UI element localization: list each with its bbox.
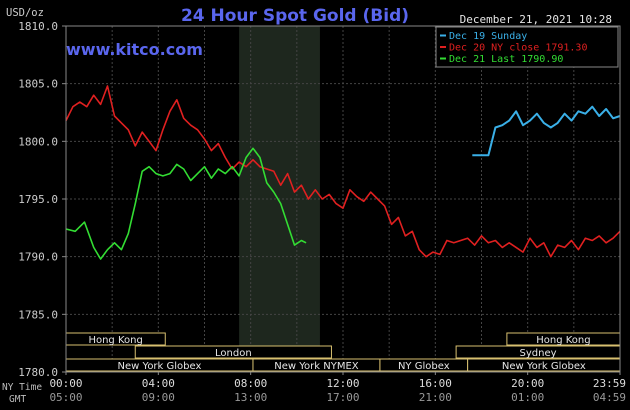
x-tick-label-gmt: 21:00 [419,391,452,404]
session-box: New York Globex [65,358,254,372]
y-tick-label: 1795.0 [18,193,58,206]
x-tick-label-gmt: 05:00 [49,391,82,404]
session-box: London [134,345,332,359]
x-tick-label-ny: 20:00 [511,377,544,390]
y-axis-ticks: 1810.0 1805.0 1800.0 1795.0 1790.0 1785.0 1780… [18,20,66,379]
x-tick-label-gmt: 09:00 [142,391,175,404]
y-tick-label: 1790.0 [18,251,58,264]
y-tick-label: 1805.0 [18,78,58,91]
x-tick-label-ny: 04:00 [142,377,175,390]
session-box: NY Globex [379,358,469,372]
session-label: NY Globex [398,361,450,372]
x-tick-label-ny: 16:00 [419,377,452,390]
legend-box [435,26,619,68]
x-tick-label-gmt: 04:59 [593,391,626,404]
datetime-stamp: December 21, 2021 10:28 [460,13,612,26]
y-tick-label: 1780.0 [18,366,58,379]
y-unit-label: USD/oz [6,7,44,19]
y-tick-label: 1810.0 [18,20,58,33]
legend-label: Dec 21 Last 1790.90 [449,54,563,65]
session-box: New York NYMEX [252,358,381,372]
price-series [65,85,621,260]
y-tick-label: 1785.0 [18,308,58,321]
x-tick-label-gmt: 17:00 [326,391,359,404]
nytime-label: NY Time [2,382,42,393]
session-label: Sydney [520,348,557,359]
y-tick-label: 1800.0 [18,135,58,148]
gmt-label: GMT [9,394,26,405]
series-line [472,105,621,157]
x-tick-label-ny: 12:00 [326,377,359,390]
session-box: New York Globex [467,358,621,372]
series-line [65,85,621,258]
grid-lines [66,25,620,373]
session-label: Hong Kong [88,335,142,346]
session-box: Sydney [455,345,621,359]
legend-label: Dec 19 Sunday [449,31,527,42]
session-label: New York Globex [502,361,586,372]
plot-frame [65,25,621,373]
legend-label: Dec 20 NY close 1791.30 [449,43,587,54]
session-label: New York NYMEX [274,361,359,372]
chart-title: 24 Hour Spot Gold (Bid) [181,6,409,26]
x-tick-label-ny: 08:00 [234,377,267,390]
market-sessions: Hong Kong Hong Kong London Sydney New York G… [65,332,621,372]
session-box: Hong Kong [506,332,621,346]
session-box: Hong Kong [65,332,166,346]
site-url: www.kitco.com [66,40,203,59]
session-label: Hong Kong [536,335,590,346]
session-label: London [215,348,252,359]
x-tick-label-ny: 00:00 [49,377,82,390]
x-tick-label-gmt: 01:00 [511,391,544,404]
series-line [65,147,307,260]
x-tick-label-gmt: 13:00 [234,391,267,404]
x-tick-label-ny: 23:59 [593,377,626,390]
session-label: New York Globex [118,361,202,372]
